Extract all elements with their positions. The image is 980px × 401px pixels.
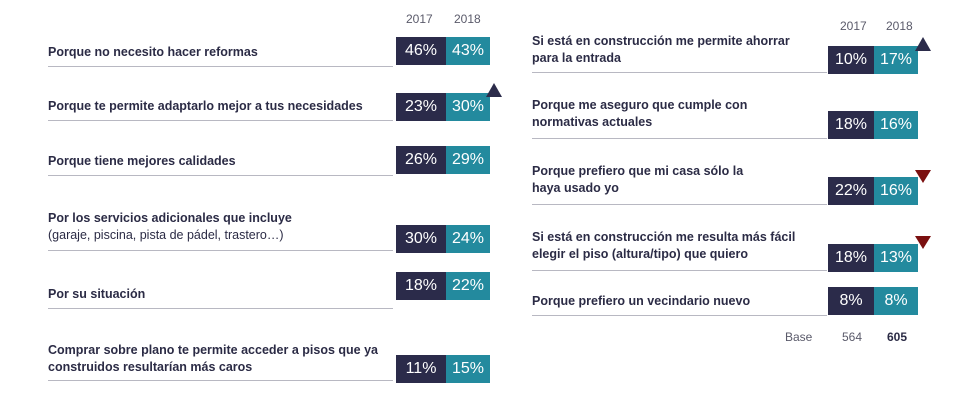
value-2018: 16% — [874, 177, 918, 205]
value-2017: 10% — [828, 46, 874, 74]
row-divider — [532, 138, 827, 139]
value-2017: 26% — [396, 146, 446, 174]
value-2017: 8% — [828, 287, 874, 315]
value-2018: 22% — [446, 272, 490, 300]
trend-up-icon — [486, 83, 502, 97]
value-2018: 24% — [446, 225, 490, 253]
row-sublabel: (garaje, piscina, pista de pádel, traste… — [48, 228, 284, 242]
trend-up-icon — [915, 37, 931, 51]
trend-down-icon — [915, 170, 931, 183]
year-header-2018: 2018 — [454, 12, 481, 26]
value-2017: 18% — [396, 272, 446, 300]
row-divider — [48, 120, 393, 121]
value-2017: 11% — [396, 355, 446, 383]
base-value-2017: 564 — [842, 330, 863, 344]
row-divider — [48, 380, 393, 381]
row-divider — [532, 315, 827, 316]
value-2018: 17% — [874, 46, 918, 74]
base-value-2018: 605 — [887, 330, 908, 344]
value-2017: 18% — [828, 244, 874, 272]
row-label: Porque no necesito hacer reformas — [48, 45, 258, 59]
value-2017: 22% — [828, 177, 874, 205]
row-label: Si está en construcción me permite ahorr… — [532, 34, 790, 65]
value-2017: 23% — [396, 93, 446, 121]
value-2018: 15% — [446, 355, 490, 383]
value-2018: 16% — [874, 111, 918, 139]
value-2018: 13% — [874, 244, 918, 272]
row-divider — [48, 250, 393, 251]
value-2018: 8% — [874, 287, 918, 315]
left-table: 2017 2018 Porque no necesito hacer refor… — [48, 12, 502, 383]
row-label-group: Por los servicios adicionales que incluy… — [48, 210, 292, 244]
row-divider — [532, 204, 827, 205]
year-header-2017: 2017 — [840, 19, 867, 33]
right-table: 2017 2018 Si está en construcción me per… — [510, 0, 970, 401]
trend-down-icon — [915, 236, 931, 249]
row-label: Por su situación — [48, 287, 146, 301]
row-divider — [532, 72, 827, 73]
row-label: Porque tiene mejores calidades — [48, 154, 236, 168]
row-label: Comprar sobre plano te permite acceder a… — [48, 343, 378, 374]
row-label: Porque prefiero un vecindario nuevo — [532, 294, 751, 308]
year-header-2018: 2018 — [886, 19, 913, 33]
row-divider — [48, 308, 393, 309]
year-header-2017: 2017 — [406, 12, 433, 26]
row-divider — [48, 175, 393, 176]
value-2017: 18% — [828, 111, 874, 139]
row-label: Por los servicios adicionales que incluy… — [48, 211, 292, 225]
row-divider — [532, 270, 827, 271]
value-2018: 43% — [446, 37, 490, 65]
row-label: Porque prefiero que mi casa sólo la haya… — [532, 164, 744, 195]
value-2018: 30% — [446, 93, 490, 121]
base-label: Base — [785, 330, 813, 344]
row-label: Si está en construcción me resulta más f… — [532, 230, 796, 261]
row-label: Porque me aseguro que cumple con normati… — [532, 98, 748, 129]
value-2017: 46% — [396, 37, 446, 65]
row-label: Porque te permite adaptarlo mejor a tus … — [48, 99, 363, 113]
value-2017: 30% — [396, 225, 446, 253]
value-2018: 29% — [446, 146, 490, 174]
row-divider — [48, 66, 393, 67]
